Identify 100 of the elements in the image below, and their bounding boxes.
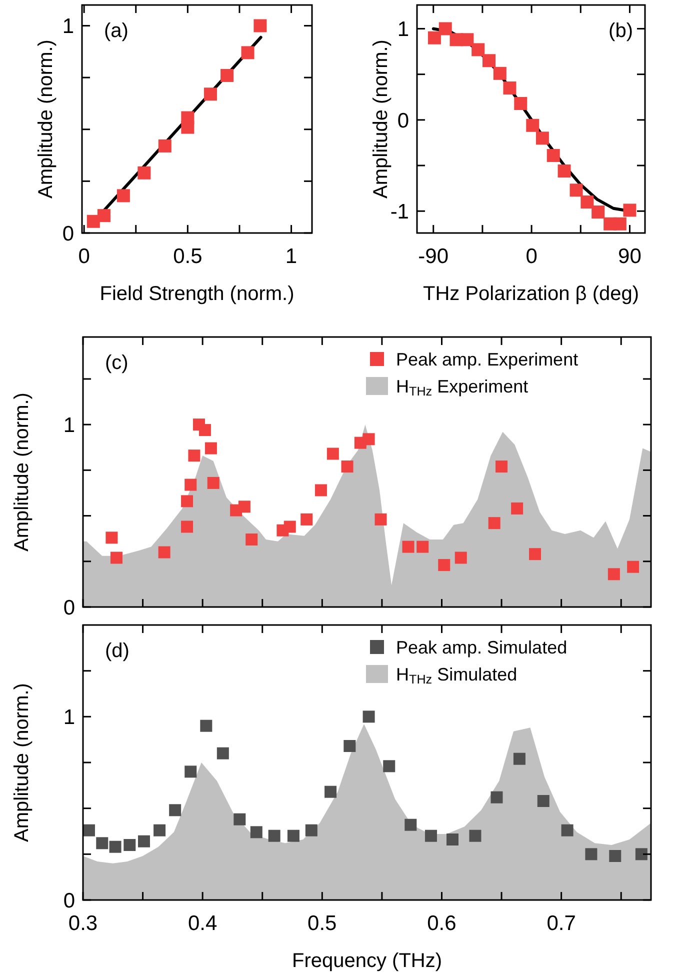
point <box>181 520 194 533</box>
point <box>546 148 560 162</box>
point <box>284 520 296 533</box>
x-axis-title: Field Strength (norm.) <box>100 283 294 305</box>
point <box>305 824 318 836</box>
x-tick-label: -90 <box>418 245 449 268</box>
point <box>623 204 636 217</box>
legend-label: Peak amp. Experiment <box>396 349 578 370</box>
point <box>536 132 549 145</box>
point <box>82 824 95 836</box>
x-tick-label: 0.3 <box>68 912 98 935</box>
point <box>490 791 503 804</box>
point <box>110 552 122 564</box>
point <box>154 824 166 836</box>
point <box>324 786 337 798</box>
point <box>246 534 258 546</box>
x-axis-title: Frequency (THz) <box>292 950 442 972</box>
point <box>424 830 437 842</box>
point <box>404 818 417 831</box>
x-tick-label: 0 <box>526 245 538 268</box>
x-tick-label: 90 <box>618 245 642 268</box>
point <box>511 502 524 514</box>
point <box>402 540 414 553</box>
y-axis-title: Amplitude (norm.) <box>35 40 57 198</box>
x-tick-label: 0.5 <box>308 912 337 935</box>
text: (c) <box>105 352 128 374</box>
point <box>326 448 339 460</box>
point <box>116 189 130 202</box>
point <box>580 195 594 208</box>
point <box>268 830 280 842</box>
point <box>341 460 354 473</box>
point <box>109 840 122 853</box>
point <box>454 552 467 564</box>
point <box>184 766 197 778</box>
point <box>526 118 540 132</box>
point <box>181 495 194 508</box>
x-tick-label: 0.5 <box>173 245 202 268</box>
point <box>472 43 485 56</box>
x-tick-label: 0.7 <box>546 912 576 935</box>
point <box>314 484 327 496</box>
x-tick-label: 0.4 <box>188 912 218 935</box>
legend-label: Peak amp. Simulated <box>396 637 568 658</box>
point <box>158 139 172 152</box>
point <box>438 22 452 36</box>
point <box>613 217 626 230</box>
point <box>558 164 571 178</box>
point <box>241 46 254 60</box>
point <box>608 568 620 580</box>
point <box>416 540 429 553</box>
y-tick-label: -1 <box>390 200 409 224</box>
point <box>181 120 194 134</box>
text: (a) <box>104 20 128 42</box>
point <box>220 68 234 82</box>
point <box>204 88 217 101</box>
y-tick-label: 0 <box>63 889 75 912</box>
point <box>362 433 375 446</box>
y-tick-label: 1 <box>397 18 409 42</box>
y-axis-title: Amplitude (norm.) <box>11 683 33 842</box>
point <box>383 760 396 772</box>
y-tick-label: 1 <box>62 15 74 38</box>
point <box>529 548 542 560</box>
point <box>514 96 528 110</box>
point <box>635 848 648 860</box>
point <box>482 54 496 68</box>
point <box>250 826 262 838</box>
point <box>592 206 605 219</box>
point <box>627 560 640 573</box>
point <box>204 442 217 454</box>
point <box>207 476 220 489</box>
y-tick-label: 1 <box>63 414 75 437</box>
y-tick-label: 1 <box>63 706 75 730</box>
point <box>446 834 458 846</box>
point <box>97 209 110 222</box>
text: (b) <box>608 20 633 42</box>
point <box>374 513 387 526</box>
point <box>428 31 441 44</box>
point <box>496 460 508 473</box>
point <box>106 532 118 544</box>
point <box>609 850 622 862</box>
point <box>188 450 200 462</box>
text: (d) <box>105 640 130 662</box>
y-tick-label: 0 <box>62 222 74 246</box>
y-axis-title: Amplitude (norm.) <box>11 392 33 552</box>
x-tick-label: 1 <box>285 245 298 268</box>
point <box>469 830 482 842</box>
x-tick-label: 0.6 <box>427 912 456 935</box>
point <box>158 546 170 558</box>
point <box>488 517 500 530</box>
point <box>169 804 182 816</box>
point <box>537 795 550 807</box>
point <box>585 848 598 860</box>
point <box>438 559 450 572</box>
point <box>200 720 212 732</box>
point <box>460 33 474 46</box>
point <box>124 839 136 851</box>
point <box>344 740 356 752</box>
x-tick-label: 0 <box>78 245 90 268</box>
point <box>234 813 246 826</box>
point <box>96 837 108 850</box>
point <box>561 824 574 836</box>
